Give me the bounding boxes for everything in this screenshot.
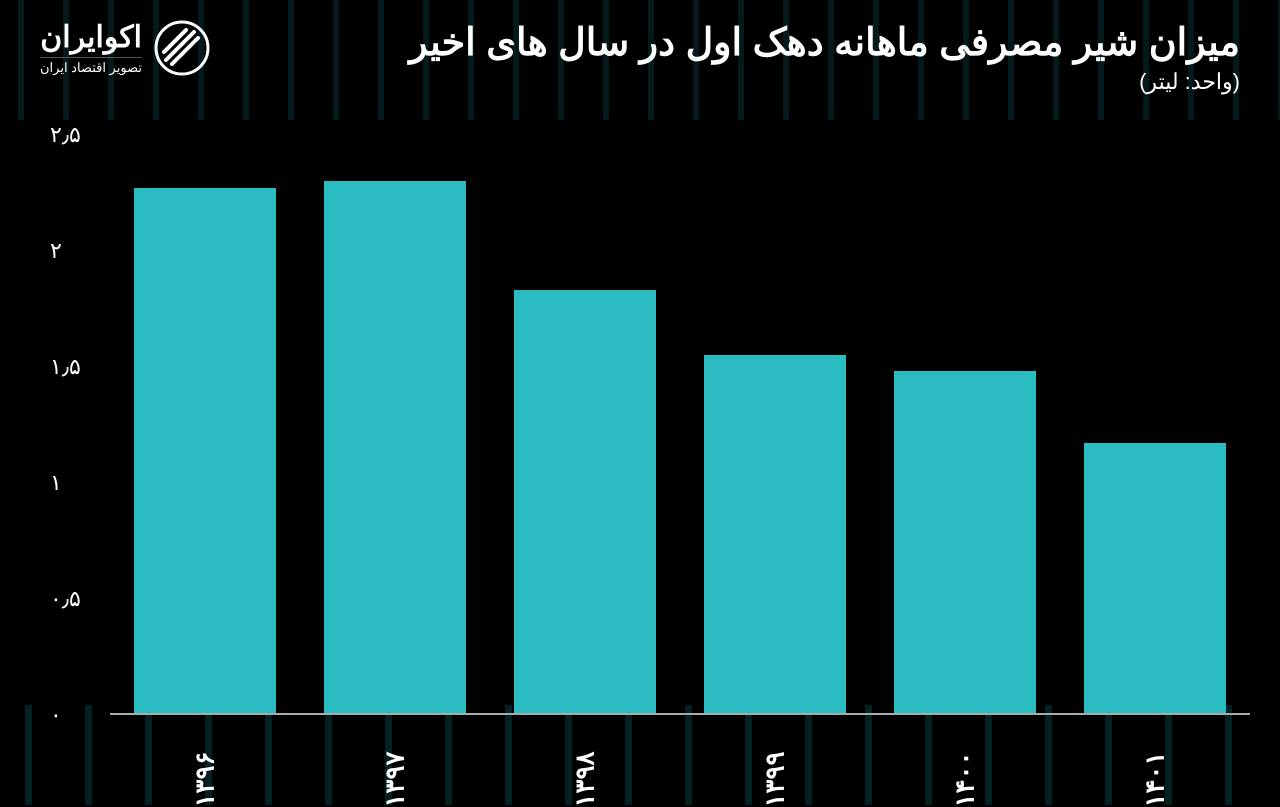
y-tick-label: ۱ [50,470,100,496]
x-label-slot: ۱۳۹۹ [680,764,870,795]
bar-slot [490,135,680,713]
bar [894,371,1037,713]
chart-area: ۰۰٫۵۱۱٫۵۲۲٫۵ ۱۳۹۶۱۳۹۷۱۳۹۸۱۳۹۹۱۴۰۰۱۴۰۱ [50,135,1250,715]
chart-subtitle: (واحد: لیتر) [409,69,1240,95]
x-label-slot: ۱۴۰۰ [870,764,1060,795]
logo-text: اکوایران تصویر اقتصاد ایران [40,20,142,76]
logo-brand: اکوایران [40,20,142,55]
logo-icon [154,20,210,76]
y-tick-label: ۰٫۵ [50,586,100,612]
y-tick-label: ۲ [50,238,100,264]
bar-slot [1060,135,1250,713]
x-axis-label: ۱۴۰۱ [1139,752,1170,807]
bar [514,290,657,713]
y-tick-label: ۰ [50,702,100,728]
x-axis-label: ۱۴۰۰ [949,752,980,807]
bar [134,188,277,713]
bar-slot [300,135,490,713]
header: میزان شیر مصرفی ماهانه دهک اول در سال ها… [40,20,1240,95]
y-tick-label: ۲٫۵ [50,122,100,148]
x-axis-label: ۱۳۹۹ [759,752,790,807]
x-label-slot: ۱۳۹۶ [110,764,300,795]
x-label-slot: ۱۳۹۸ [490,764,680,795]
x-axis-label: ۱۳۹۶ [189,752,220,807]
bar-slot [110,135,300,713]
bar [1084,443,1227,714]
bars-container [110,135,1250,713]
plot-area [110,135,1250,715]
bar [704,355,847,713]
bar-slot [870,135,1060,713]
title-block: میزان شیر مصرفی ماهانه دهک اول در سال ها… [409,20,1240,95]
bar [324,181,467,713]
x-axis-labels: ۱۳۹۶۱۳۹۷۱۳۹۸۱۳۹۹۱۴۰۰۱۴۰۱ [110,764,1250,795]
y-axis: ۰۰٫۵۱۱٫۵۲۲٫۵ [50,135,110,715]
x-label-slot: ۱۴۰۱ [1060,764,1250,795]
x-axis-label: ۱۳۹۷ [379,752,410,807]
bar-slot [680,135,870,713]
chart-title: میزان شیر مصرفی ماهانه دهک اول در سال ها… [409,20,1240,65]
x-label-slot: ۱۳۹۷ [300,764,490,795]
y-tick-label: ۱٫۵ [50,354,100,380]
logo-tagline: تصویر اقتصاد ایران [40,57,142,76]
logo-block: اکوایران تصویر اقتصاد ایران [40,20,210,76]
x-axis-label: ۱۳۹۸ [569,752,600,807]
